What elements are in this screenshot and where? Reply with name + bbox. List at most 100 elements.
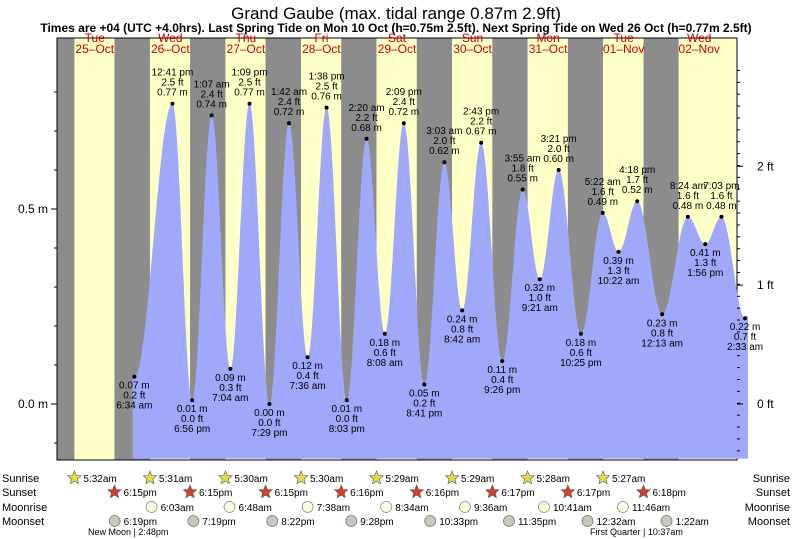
tide-height-ft: 0.0 ft (258, 418, 280, 429)
moonrise-time: 7:38am (317, 503, 350, 514)
sunrise-icon (142, 470, 158, 485)
sunset-icon (107, 484, 122, 499)
tide-time: 9:21 am (522, 303, 558, 314)
moonset-icon (424, 515, 437, 527)
tide-time: 5:22 am (585, 177, 621, 188)
sunrise-icon (293, 470, 309, 485)
day-date: 30–Oct (453, 42, 492, 56)
day-name: Mon (536, 31, 559, 45)
moonset-icon (581, 515, 594, 527)
tide-time: 1:09 pm (231, 68, 267, 79)
tide-height-ft: 1.3 ft (607, 266, 629, 277)
tide-point (170, 101, 175, 106)
moonrise-time: 8:34am (395, 503, 428, 514)
tide-height-ft: 2.4 ft (201, 89, 223, 100)
tide-height-ft: 0.4 ft (491, 375, 513, 386)
tide-height-ft: 0.0 ft (181, 414, 203, 425)
tide-height-m: 0.76 m (311, 92, 342, 103)
tide-time: 2:33 am (727, 342, 763, 353)
sunrise-icon (67, 470, 82, 485)
tide-time: 1:56 pm (687, 268, 723, 279)
moon-phase-new: New Moon | 2:48pm (88, 527, 168, 537)
sunset-time: 6:17pm (501, 488, 534, 499)
moonrise-time: 6:03am (161, 503, 194, 514)
sunrise-time: 5:29am (461, 474, 494, 485)
day-date: 01–Nov (603, 42, 644, 56)
tide-point (190, 398, 195, 403)
sunrise-time: 5:29am (385, 474, 418, 485)
tide-height-m: 0.24 m (447, 314, 478, 325)
moonrise-time: 10:41am (553, 503, 592, 514)
tide-point (578, 331, 583, 336)
sunrise-time: 5:31am (159, 474, 192, 485)
sunset-time: 6:18pm (653, 488, 686, 499)
tide-time: 2:20 am (348, 103, 384, 114)
moonset-time: 1:22am (676, 517, 709, 528)
tide-point (364, 136, 369, 141)
day-name: Sun (462, 31, 483, 45)
sunrise-time: 5:32am (83, 474, 116, 485)
tide-point (287, 121, 292, 126)
tide-time: 12:41 pm (152, 68, 194, 79)
day-name: Wed (687, 31, 711, 45)
tide-time: 2:09 pm (386, 87, 422, 98)
tide-point (685, 214, 690, 219)
tide-point (247, 101, 252, 106)
day-labels: Tue25–OctWed26–OctThu27–OctFri28–OctSat2… (75, 31, 719, 56)
tide-height-ft: 2.2 ft (470, 117, 492, 128)
axes: 0.0 m 0.5 m 0 ft 1 ft 2 ft (18, 69, 774, 452)
tide-time: 6:56 pm (174, 424, 210, 435)
tide-height-m: 0.72 m (388, 107, 419, 118)
moonrise-icon (145, 501, 158, 513)
sunrise-time: 5:30am (234, 474, 267, 485)
sunrise-icon (369, 470, 384, 485)
moonset-time: 12:32am (597, 517, 636, 528)
tide-height-m: 0.68 m (351, 123, 382, 134)
moonrise-icon (301, 501, 314, 513)
tide-point (635, 199, 640, 204)
tide-height-ft: 1.0 ft (529, 293, 551, 304)
day-date: 28–Oct (302, 42, 341, 56)
day-name: Tue (614, 31, 635, 45)
tide-height-ft: 2.5 ft (161, 78, 183, 89)
tide-height-ft: 1.3 ft (694, 258, 716, 269)
y-tick-label-right: 2 ft (757, 159, 774, 173)
day-name: Thu (236, 31, 257, 45)
tide-point (401, 121, 406, 126)
sunset-icon (409, 484, 425, 499)
tide-height-m: 0.74 m (196, 99, 227, 110)
sun-moon-events: Sunrise Sunrise Sunset Sunset Moonrise Moonri… (2, 470, 790, 537)
tide-height-m: 0.01 m (331, 404, 362, 415)
y-tick-label-right: 1 ft (757, 278, 774, 292)
tide-height-m: 0.62 m (429, 146, 460, 157)
tide-point (660, 312, 665, 317)
tide-height-m: 0.01 m (177, 404, 208, 415)
moonset-icon (345, 515, 358, 527)
tide-height-m: 0.77 m (234, 88, 265, 99)
tide-time: 8:03 pm (329, 424, 365, 435)
tide-height-m: 0.48 m (673, 201, 704, 212)
tide-time: 7:36 am (290, 381, 326, 392)
day-date: 25–Oct (75, 42, 114, 56)
tide-height-m: 0.07 m (119, 381, 150, 392)
sunset-icon (636, 484, 651, 499)
tide-point (500, 359, 505, 364)
tide-height-ft: 2.5 ft (315, 82, 337, 93)
tide-height-m: 0.55 m (507, 174, 538, 185)
event-row-label-right: Moonset (748, 516, 790, 528)
moon-phase-first-quarter: First Quarter | 10:37am (590, 527, 683, 537)
tide-time: 8:08 am (367, 358, 403, 369)
tide-height-m: 0.60 m (543, 154, 574, 165)
tide-height-ft: 1.6 ft (592, 187, 614, 198)
tide-height-m: 0.00 m (254, 408, 285, 419)
tide-point (382, 331, 387, 336)
tide-point (520, 187, 525, 192)
tide-point (537, 277, 542, 282)
tide-time: 3:21 pm (541, 134, 577, 145)
tide-height-ft: 2.0 ft (548, 144, 570, 155)
tide-height-m: 0.48 m (706, 201, 737, 212)
daylight-band (74, 38, 115, 460)
event-row-label-right: Moonrise (745, 502, 790, 514)
moonset-time: 8:22pm (281, 517, 314, 528)
tide-point (442, 160, 447, 165)
